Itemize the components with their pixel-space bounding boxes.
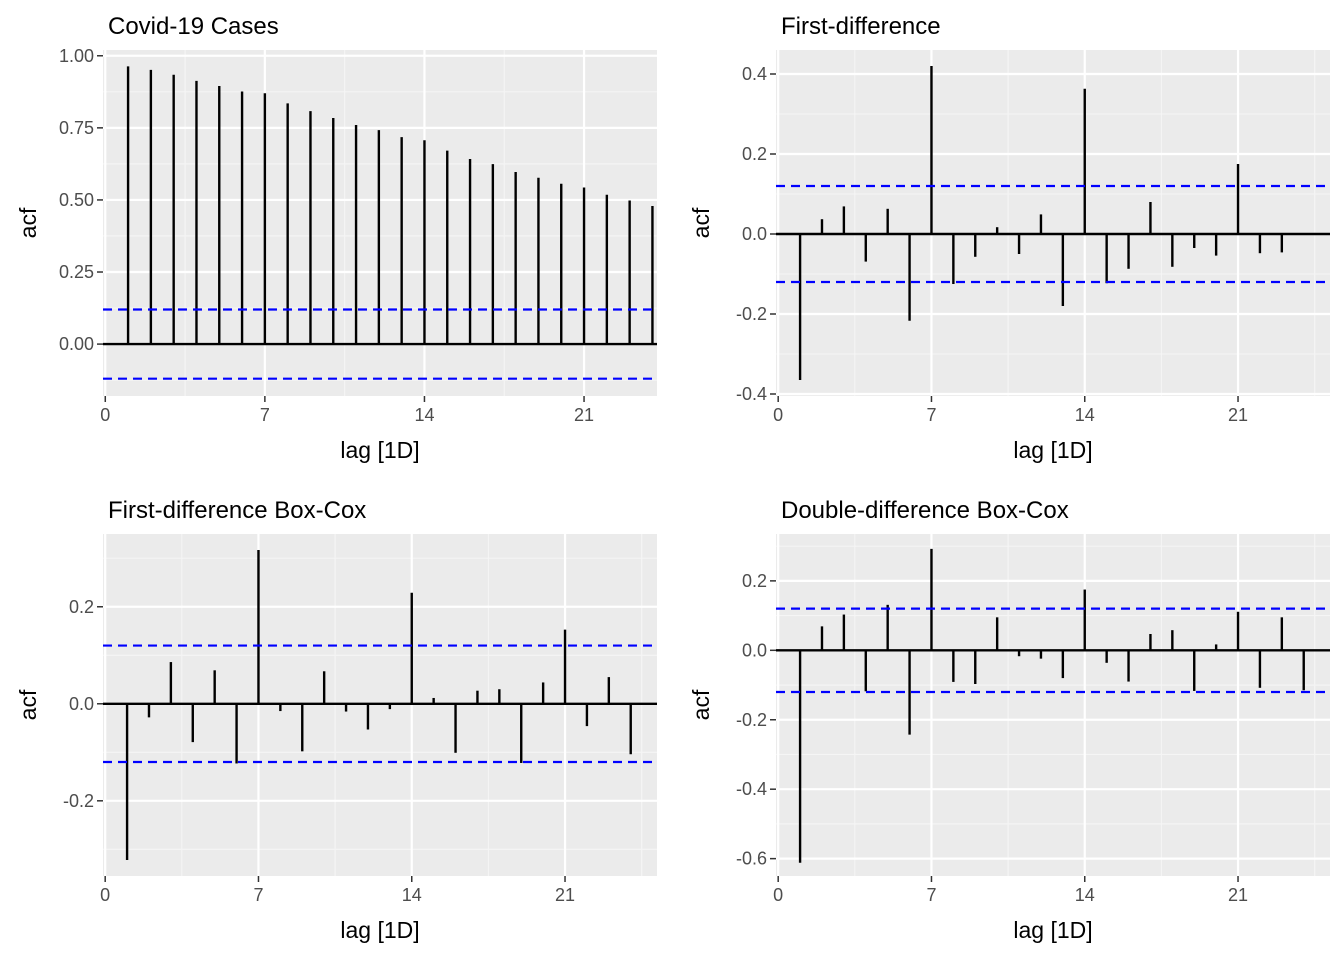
y-tick-label: 0.75 xyxy=(59,118,94,138)
x-axis-label: lag [1D] xyxy=(1013,437,1092,463)
panel-background xyxy=(776,534,1330,876)
x-tick-label: 7 xyxy=(926,885,936,905)
x-tick-label: 14 xyxy=(402,885,422,905)
x-tick-label: 7 xyxy=(260,405,270,425)
y-tick-label: 0.0 xyxy=(742,640,767,660)
acf-panel-covid-cases: 0 7 14 21 0.00 0.25 0.50 0.75 1.00 lag [1D] acf Cov… xyxy=(15,13,657,463)
y-tick-label: 0.50 xyxy=(59,190,94,210)
acf-panel-double-difference-boxcox: 0 7 14 21 -0.6 -0.4 -0.2 0.0 0.2 lag [1D] acf Doubl… xyxy=(688,497,1330,943)
y-axis-label: acf xyxy=(688,689,714,720)
y-tick-label: 0.00 xyxy=(59,334,94,354)
y-tick-label: -0.4 xyxy=(736,384,767,404)
panel-background xyxy=(103,534,657,876)
y-tick-label: 0.2 xyxy=(69,597,94,617)
y-tick-label: -0.4 xyxy=(736,779,767,799)
x-tick-label: 0 xyxy=(100,885,110,905)
acf-panel-first-difference: 0 7 14 21 -0.4 -0.2 0.0 0.2 0.4 lag [1D] acf First-… xyxy=(688,13,1330,463)
x-tick-label: 0 xyxy=(100,405,110,425)
acf-panel-first-difference-boxcox: 0 7 14 21 -0.2 0.0 0.2 lag [1D] acf First-differe… xyxy=(15,497,657,943)
y-axis-label: acf xyxy=(688,207,714,238)
x-tick-label: 14 xyxy=(414,405,434,425)
x-tick-label: 14 xyxy=(1075,405,1095,425)
y-tick-label: -0.2 xyxy=(736,304,767,324)
y-tick-label: 1.00 xyxy=(59,46,94,66)
x-tick-label: 21 xyxy=(1228,405,1248,425)
x-axis-label: lag [1D] xyxy=(340,917,419,943)
x-tick-label: 21 xyxy=(574,405,594,425)
x-axis-label: lag [1D] xyxy=(1013,917,1092,943)
y-axis-label: acf xyxy=(15,689,41,720)
y-tick-label: -0.2 xyxy=(736,710,767,730)
y-tick-label: 0.25 xyxy=(59,262,94,282)
y-tick-label: -0.6 xyxy=(736,849,767,869)
y-tick-label: 0.0 xyxy=(742,224,767,244)
y-tick-label: 0.4 xyxy=(742,64,767,84)
y-tick-label: 0.2 xyxy=(742,571,767,591)
x-tick-label: 14 xyxy=(1075,885,1095,905)
y-axis-label: acf xyxy=(15,207,41,238)
x-tick-label: 7 xyxy=(253,885,263,905)
x-tick-label: 7 xyxy=(926,405,936,425)
x-tick-label: 21 xyxy=(1228,885,1248,905)
x-tick-label: 0 xyxy=(773,405,783,425)
x-tick-label: 0 xyxy=(773,885,783,905)
panel-title: Covid-19 Cases xyxy=(108,13,279,40)
y-tick-label: 0.0 xyxy=(69,694,94,714)
panel-title: Double-difference Box-Cox xyxy=(781,497,1069,524)
panel-title: First-difference xyxy=(781,13,941,40)
x-tick-label: 21 xyxy=(555,885,575,905)
panel-title: First-difference Box-Cox xyxy=(108,497,366,524)
y-tick-label: -0.2 xyxy=(63,791,94,811)
panel-background xyxy=(776,50,1330,396)
x-axis-label: lag [1D] xyxy=(340,437,419,463)
y-tick-label: 0.2 xyxy=(742,144,767,164)
